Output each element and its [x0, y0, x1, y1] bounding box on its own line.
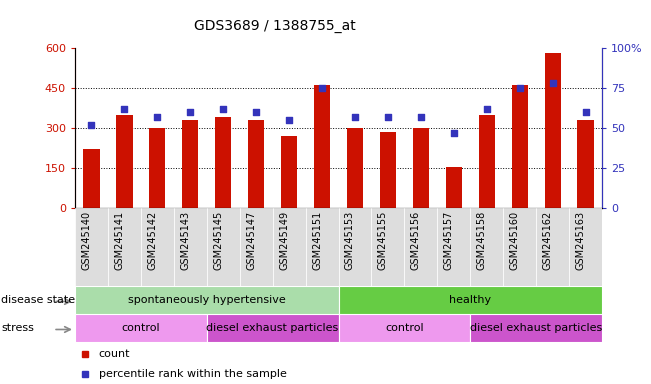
- Point: [383, 114, 393, 120]
- Text: GSM245143: GSM245143: [180, 210, 190, 270]
- Text: GSM245142: GSM245142: [147, 210, 158, 270]
- Point: [547, 80, 558, 86]
- Bar: [83, 149, 100, 208]
- Bar: [413, 128, 429, 208]
- FancyBboxPatch shape: [108, 208, 141, 286]
- Point: [350, 114, 360, 120]
- Text: count: count: [98, 349, 130, 359]
- FancyBboxPatch shape: [339, 286, 602, 314]
- Text: GDS3689 / 1388755_at: GDS3689 / 1388755_at: [195, 19, 356, 33]
- Bar: [116, 115, 133, 208]
- Text: GSM245163: GSM245163: [575, 210, 586, 270]
- FancyBboxPatch shape: [141, 208, 174, 286]
- Point: [251, 109, 261, 115]
- Text: GSM245162: GSM245162: [543, 210, 553, 270]
- Bar: [149, 128, 165, 208]
- Text: GSM245141: GSM245141: [115, 210, 124, 270]
- FancyBboxPatch shape: [437, 208, 470, 286]
- Text: GSM245145: GSM245145: [213, 210, 223, 270]
- Point: [185, 109, 195, 115]
- Point: [514, 85, 525, 91]
- Text: GSM245140: GSM245140: [81, 210, 91, 270]
- Text: GSM245157: GSM245157: [444, 210, 454, 270]
- FancyBboxPatch shape: [75, 314, 207, 342]
- Text: GSM245153: GSM245153: [345, 210, 355, 270]
- FancyBboxPatch shape: [207, 208, 240, 286]
- Point: [581, 109, 591, 115]
- Point: [416, 114, 426, 120]
- Text: control: control: [385, 323, 424, 333]
- Text: GSM245155: GSM245155: [378, 210, 388, 270]
- Bar: [478, 115, 495, 208]
- Point: [152, 114, 163, 120]
- Text: GSM245151: GSM245151: [312, 210, 322, 270]
- Text: control: control: [122, 323, 160, 333]
- Text: healthy: healthy: [449, 295, 492, 305]
- Bar: [182, 120, 199, 208]
- FancyBboxPatch shape: [174, 208, 207, 286]
- Bar: [248, 120, 264, 208]
- Bar: [512, 85, 528, 208]
- Bar: [577, 120, 594, 208]
- FancyBboxPatch shape: [372, 208, 404, 286]
- Point: [482, 106, 492, 112]
- Text: GSM245149: GSM245149: [279, 210, 289, 270]
- Bar: [347, 128, 363, 208]
- Point: [449, 130, 459, 136]
- Bar: [446, 167, 462, 208]
- Bar: [281, 136, 298, 208]
- Point: [86, 122, 96, 128]
- Bar: [380, 132, 396, 208]
- Text: disease state: disease state: [1, 295, 76, 305]
- FancyBboxPatch shape: [240, 208, 273, 286]
- FancyBboxPatch shape: [75, 208, 108, 286]
- Point: [284, 117, 294, 123]
- FancyBboxPatch shape: [569, 208, 602, 286]
- FancyBboxPatch shape: [75, 286, 339, 314]
- FancyBboxPatch shape: [339, 208, 372, 286]
- FancyBboxPatch shape: [305, 208, 339, 286]
- Text: diesel exhaust particles: diesel exhaust particles: [206, 323, 339, 333]
- FancyBboxPatch shape: [470, 208, 503, 286]
- Point: [317, 85, 327, 91]
- Text: stress: stress: [1, 323, 34, 333]
- FancyBboxPatch shape: [207, 314, 339, 342]
- Bar: [544, 53, 561, 208]
- FancyBboxPatch shape: [273, 208, 305, 286]
- Text: GSM245156: GSM245156: [411, 210, 421, 270]
- Text: diesel exhaust particles: diesel exhaust particles: [470, 323, 602, 333]
- Text: GSM245147: GSM245147: [246, 210, 256, 270]
- Point: [218, 106, 229, 112]
- Text: GSM245158: GSM245158: [477, 210, 487, 270]
- FancyBboxPatch shape: [536, 208, 569, 286]
- FancyBboxPatch shape: [503, 208, 536, 286]
- Point: [119, 106, 130, 112]
- FancyBboxPatch shape: [471, 314, 602, 342]
- Text: GSM245160: GSM245160: [510, 210, 519, 270]
- FancyBboxPatch shape: [339, 314, 471, 342]
- FancyBboxPatch shape: [404, 208, 437, 286]
- Bar: [215, 118, 231, 208]
- Text: percentile rank within the sample: percentile rank within the sample: [98, 369, 286, 379]
- Bar: [314, 85, 330, 208]
- Text: spontaneously hypertensive: spontaneously hypertensive: [128, 295, 286, 305]
